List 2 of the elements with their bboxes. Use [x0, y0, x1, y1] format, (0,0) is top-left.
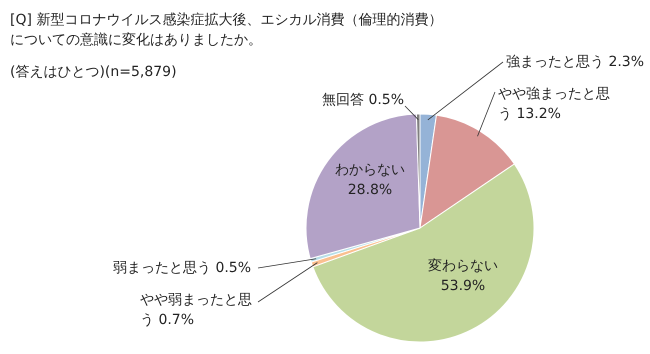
title: [Q] 新型コロナウイルス感染症拡大後、エシカル消費（倫理的消費）についての意識に変化はありましたか。 — [10, 11, 444, 50]
subtitle: (答えはひとつ)(n=5,879) — [10, 63, 177, 82]
